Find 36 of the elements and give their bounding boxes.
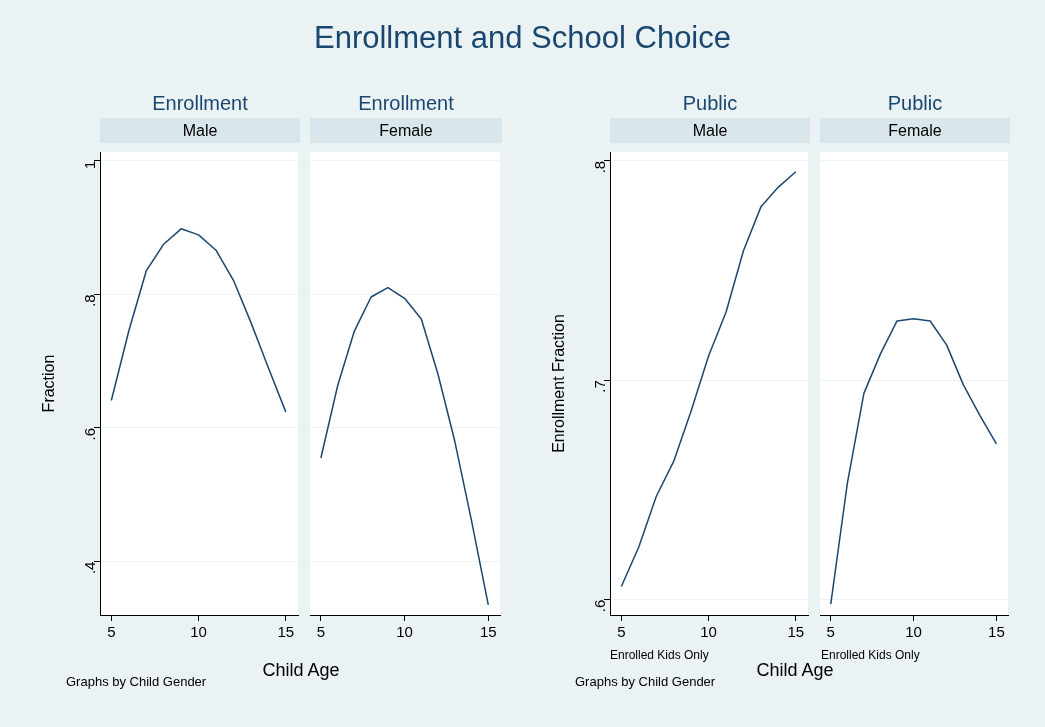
chart-subtitle: Male [610, 118, 810, 143]
text: Enrollment and School Choice [313, 20, 732, 56]
y-axis-title: Fraction [40, 354, 58, 413]
x-tick-label: 15 [479, 623, 497, 641]
y-tick-label: .7 [591, 380, 609, 393]
y-tick-label: 1 [81, 160, 99, 170]
chart-title: Public [886, 92, 944, 115]
chart-title: Public [681, 92, 739, 115]
x-tick-label: 10 [905, 623, 922, 641]
x-tick-label: 5 [316, 623, 326, 641]
chart-title: Enrollment [151, 92, 249, 115]
y-tick-label: .8 [591, 160, 609, 174]
y-axis-title: Enrollment Fraction [550, 314, 568, 453]
chart-subtitle: Female [310, 118, 502, 143]
chart-subtitle: Female [820, 118, 1010, 143]
x-tick-label: 15 [277, 623, 295, 641]
chart-subtitle: Male [100, 118, 300, 143]
text: Graphs by Child Gender [66, 674, 207, 689]
text: Graphs by Child Gender [575, 674, 716, 689]
x-tick-label: 10 [190, 623, 207, 641]
y-tick-label: .8 [81, 294, 99, 307]
x-tick-label: 10 [700, 623, 717, 641]
y-tick-label: .6 [81, 427, 99, 441]
x-tick-label: 15 [988, 623, 1005, 641]
x-tick-label: 10 [396, 623, 413, 641]
x-tick-label: 5 [826, 623, 835, 641]
x-tick-label: 5 [617, 623, 626, 641]
x-tick-label: 15 [787, 623, 805, 641]
chart-title: Enrollment [357, 92, 455, 115]
x-tick-label: 5 [107, 623, 116, 641]
x-axis-title: Enrolled Kids Only [610, 648, 709, 662]
y-tick-label: .6 [591, 599, 609, 613]
x-axis-title: Child Age [262, 660, 340, 680]
text: Child Age [756, 660, 834, 680]
y-tick-label: .4 [81, 561, 99, 575]
x-axis-title: Enrolled Kids Only [821, 648, 920, 662]
